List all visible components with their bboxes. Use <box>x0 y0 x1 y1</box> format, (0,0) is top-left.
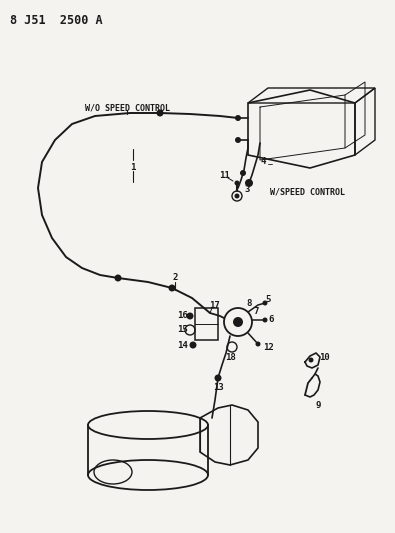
Circle shape <box>256 342 260 346</box>
Text: 11: 11 <box>220 171 230 180</box>
Text: 5: 5 <box>265 295 271 303</box>
Circle shape <box>156 109 164 117</box>
Circle shape <box>240 170 246 176</box>
Text: 1: 1 <box>130 163 136 172</box>
Circle shape <box>224 308 252 336</box>
Text: 9: 9 <box>315 401 321 410</box>
Text: 16: 16 <box>178 311 188 320</box>
Circle shape <box>186 312 194 319</box>
Text: 10: 10 <box>320 352 330 361</box>
Circle shape <box>169 285 175 292</box>
Text: 14: 14 <box>178 341 188 350</box>
Circle shape <box>235 115 241 121</box>
Text: 2: 2 <box>172 273 178 282</box>
Text: W/O SPEED CONTROL: W/O SPEED CONTROL <box>85 103 170 112</box>
Text: 13: 13 <box>213 383 224 392</box>
Text: 18: 18 <box>225 353 235 362</box>
Circle shape <box>263 318 267 322</box>
Circle shape <box>235 193 239 198</box>
Text: 15: 15 <box>178 326 188 335</box>
Circle shape <box>308 358 314 362</box>
Text: 6: 6 <box>268 316 274 325</box>
Circle shape <box>235 137 241 143</box>
Text: 8: 8 <box>246 300 252 309</box>
Circle shape <box>235 181 239 185</box>
Circle shape <box>115 274 122 281</box>
Text: 17: 17 <box>209 301 219 310</box>
Text: W/SPEED CONTROL: W/SPEED CONTROL <box>270 188 345 197</box>
Text: 3: 3 <box>245 185 250 195</box>
Text: 8 J51  2500 A: 8 J51 2500 A <box>10 14 103 27</box>
Circle shape <box>214 375 222 382</box>
Circle shape <box>233 317 243 327</box>
Circle shape <box>245 179 253 187</box>
Text: 4: 4 <box>260 157 266 166</box>
Text: 7: 7 <box>253 306 259 316</box>
Circle shape <box>263 301 267 305</box>
Text: 12: 12 <box>263 343 273 351</box>
Circle shape <box>190 342 196 349</box>
